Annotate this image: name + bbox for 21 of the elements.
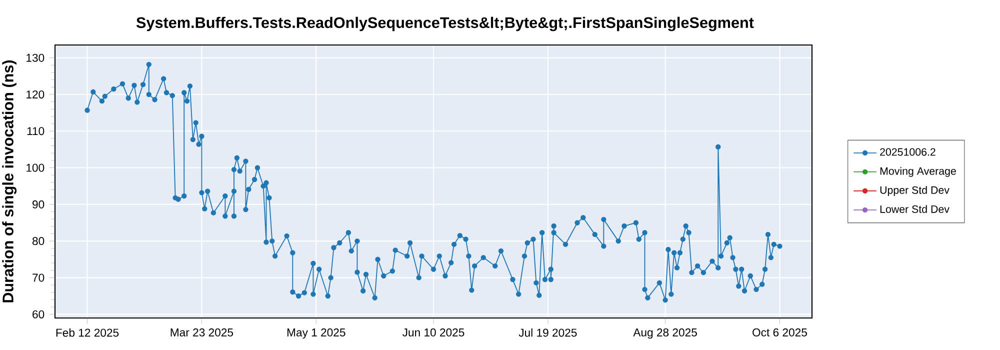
y-tick-label: 120: [26, 90, 44, 98]
y-tick-label: 80: [32, 237, 44, 246]
legend-label: Lower Std Dev: [880, 205, 950, 213]
y-tick-label: 60: [32, 310, 44, 318]
y-tick-label: 70: [32, 274, 44, 282]
x-tick-label: Oct 6 2025: [752, 328, 807, 336]
y-tick-label: 130: [26, 54, 44, 62]
x-tick-label: Feb 12 2025: [56, 328, 119, 337]
y-tick-label: 100: [26, 164, 44, 172]
legend-label: 20251006.2: [880, 148, 936, 156]
y-tick-label: 90: [32, 200, 44, 208]
x-tick-label: Jul 19 2025: [518, 328, 577, 337]
legend-label: Moving Average: [880, 166, 956, 177]
x-tick-label: Jun 10 2025: [402, 328, 464, 336]
y-axis-title: Duration of single invocation (ns): [2, 60, 17, 302]
x-tick-label: Aug 28 2025: [633, 328, 697, 339]
x-tick-label: Mar 23 2025: [170, 328, 234, 336]
y-tick-label: 110: [27, 127, 44, 136]
legend-label: Upper Std Dev: [880, 186, 950, 196]
chart-title: System.Buffers.Tests.ReadOnlySequenceTests&lt;Byte&gt;.FirstSpanSingleSegment: [136, 16, 754, 32]
x-tick-label: May 1 2025: [287, 328, 346, 339]
